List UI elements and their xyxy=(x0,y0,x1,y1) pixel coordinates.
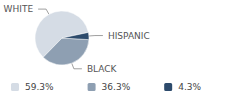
svg-text:HISPANIC: HISPANIC xyxy=(108,31,150,41)
svg-text:4.3%: 4.3% xyxy=(178,82,201,92)
svg-text:36.3%: 36.3% xyxy=(102,82,131,92)
svg-text:59.3%: 59.3% xyxy=(25,82,54,92)
svg-text:BLACK: BLACK xyxy=(87,64,118,74)
svg-text:WHITE: WHITE xyxy=(4,4,34,14)
